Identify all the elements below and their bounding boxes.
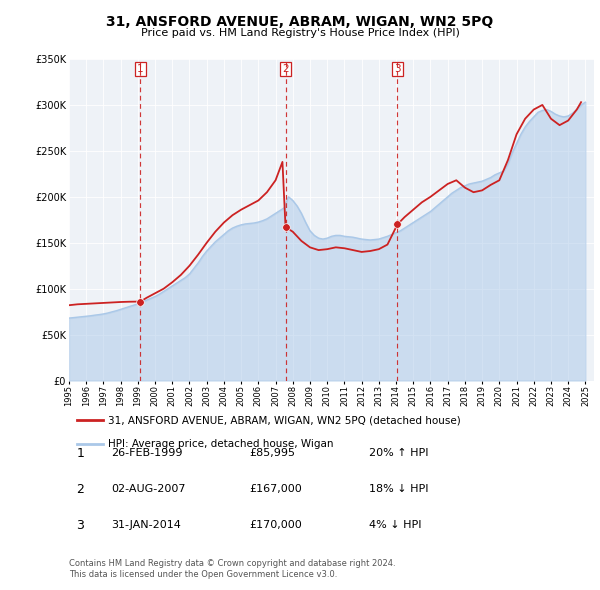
Text: 1: 1	[137, 64, 144, 74]
Text: 02-AUG-2007: 02-AUG-2007	[111, 484, 185, 494]
Text: 31, ANSFORD AVENUE, ABRAM, WIGAN, WN2 5PQ: 31, ANSFORD AVENUE, ABRAM, WIGAN, WN2 5P…	[106, 15, 494, 29]
Text: 18% ↓ HPI: 18% ↓ HPI	[369, 484, 428, 494]
Text: This data is licensed under the Open Government Licence v3.0.: This data is licensed under the Open Gov…	[69, 571, 337, 579]
Text: Price paid vs. HM Land Registry's House Price Index (HPI): Price paid vs. HM Land Registry's House …	[140, 28, 460, 38]
Text: 3: 3	[76, 519, 85, 532]
Text: 20% ↑ HPI: 20% ↑ HPI	[369, 448, 428, 458]
Text: Contains HM Land Registry data © Crown copyright and database right 2024.: Contains HM Land Registry data © Crown c…	[69, 559, 395, 568]
Text: 4% ↓ HPI: 4% ↓ HPI	[369, 520, 421, 530]
Text: 3: 3	[394, 64, 401, 74]
Text: £167,000: £167,000	[249, 484, 302, 494]
Text: 31-JAN-2014: 31-JAN-2014	[111, 520, 181, 530]
Text: 26-FEB-1999: 26-FEB-1999	[111, 448, 182, 458]
Text: 1: 1	[76, 447, 85, 460]
Text: 2: 2	[282, 64, 289, 74]
Text: 31, ANSFORD AVENUE, ABRAM, WIGAN, WN2 5PQ (detached house): 31, ANSFORD AVENUE, ABRAM, WIGAN, WN2 5P…	[109, 415, 461, 425]
Text: £170,000: £170,000	[249, 520, 302, 530]
Text: £85,995: £85,995	[249, 448, 295, 458]
Text: 2: 2	[76, 483, 85, 496]
Text: HPI: Average price, detached house, Wigan: HPI: Average price, detached house, Wiga…	[109, 440, 334, 450]
